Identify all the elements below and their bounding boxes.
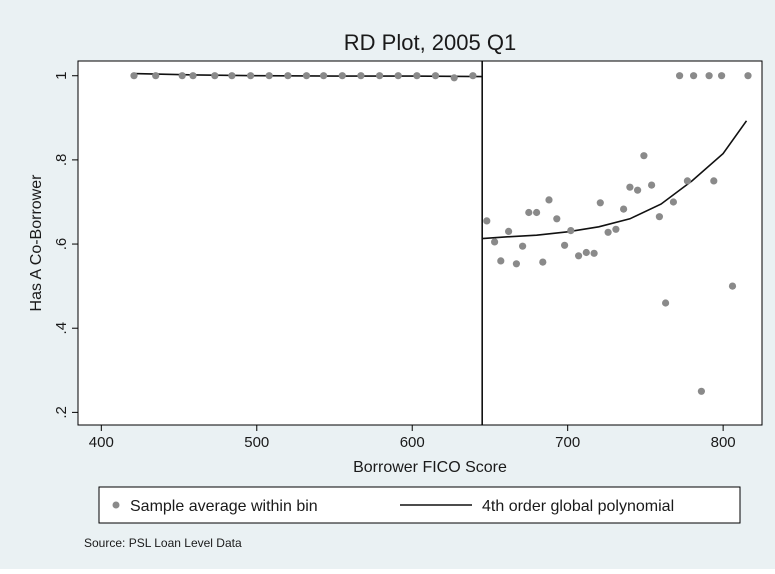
x-tick-label: 600 — [400, 434, 425, 451]
bin-average-point — [247, 72, 255, 80]
x-tick-label: 700 — [555, 434, 580, 451]
y-tick-label: 1 — [53, 72, 70, 80]
bin-average-point — [728, 282, 737, 290]
bin-average-point — [431, 72, 440, 80]
bin-average-point — [640, 152, 648, 160]
y-tick-label: .8 — [53, 154, 70, 167]
y-tick-label: .4 — [53, 322, 70, 335]
bin-average-point — [497, 257, 505, 265]
bin-average-point — [744, 72, 752, 80]
bin-average-point — [413, 72, 421, 80]
bin-average-point — [284, 72, 292, 80]
bin-average-point — [394, 72, 402, 80]
legend: Sample average within bin 4th order glob… — [98, 486, 741, 524]
bin-average-point — [450, 74, 458, 82]
bin-average-point — [604, 228, 612, 236]
bin-average-point — [320, 72, 328, 80]
x-tick-label: 800 — [711, 434, 736, 451]
bin-average-point — [634, 186, 642, 194]
bin-average-point — [626, 183, 634, 191]
bin-average-point — [590, 249, 598, 257]
bin-average-point — [655, 213, 664, 221]
bin-average-point — [662, 299, 670, 307]
x-tick-label: 400 — [89, 434, 114, 451]
bin-average-point — [705, 72, 713, 80]
bin-average-point — [648, 181, 656, 189]
legend-marker-scatter — [112, 501, 120, 509]
bin-average-point — [697, 387, 706, 395]
bin-average-point — [545, 196, 553, 204]
bin-average-point — [596, 199, 604, 207]
source-note: Source: PSL Loan Level Data — [84, 536, 242, 550]
bin-average-point — [228, 72, 236, 80]
x-axis: 400 500 600 700 800 — [89, 425, 736, 451]
legend-label-scatter: Sample average within bin — [130, 498, 318, 515]
bin-average-point — [178, 72, 186, 80]
polynomial-fit-line — [482, 120, 748, 240]
legend-label-line: 4th order global polynomial — [482, 498, 674, 515]
y-axis-label: Has A Co-Borrower — [28, 174, 45, 312]
bin-average-point — [505, 227, 513, 235]
bin-average-point — [491, 238, 499, 246]
bin-average-point — [483, 217, 491, 225]
bin-average-point — [376, 72, 384, 80]
bin-average-point — [189, 72, 197, 80]
y-tick-label: .6 — [53, 238, 70, 251]
bin-average-point — [612, 225, 620, 233]
bin-average-point — [130, 72, 138, 80]
bin-average-point — [519, 242, 527, 250]
bin-average-point — [710, 177, 718, 185]
bin-average-point — [690, 72, 698, 80]
bin-average-point — [338, 72, 346, 80]
plot-area — [77, 60, 763, 426]
bin-average-point — [357, 72, 365, 80]
bin-average-point — [539, 258, 547, 266]
bin-average-point — [553, 215, 561, 223]
bin-average-point — [512, 260, 521, 268]
x-axis-label: Borrower FICO Score — [353, 459, 507, 476]
bin-average-point — [152, 72, 160, 80]
bin-average-point — [575, 252, 583, 260]
bin-average-point — [533, 208, 541, 217]
bin-average-point — [683, 177, 692, 185]
chart-title: RD Plot, 2005 Q1 — [344, 30, 516, 55]
y-tick-label: .2 — [53, 406, 70, 419]
bin-average-point — [525, 208, 533, 217]
bin-average-point — [302, 72, 311, 80]
bin-average-point — [718, 72, 726, 80]
bin-average-point — [265, 72, 273, 80]
bin-average-point — [211, 72, 219, 80]
bin-average-point — [582, 248, 590, 257]
bin-average-point — [567, 227, 575, 235]
bin-average-point — [620, 205, 628, 213]
bin-average-point — [469, 72, 477, 80]
bin-average-point — [561, 241, 569, 249]
y-axis: .2 .4 .6 .8 1 — [53, 72, 78, 419]
bin-average-point — [669, 198, 678, 206]
x-tick-label: 500 — [244, 434, 269, 451]
bin-average-points — [130, 72, 752, 395]
bin-average-point — [676, 72, 684, 80]
